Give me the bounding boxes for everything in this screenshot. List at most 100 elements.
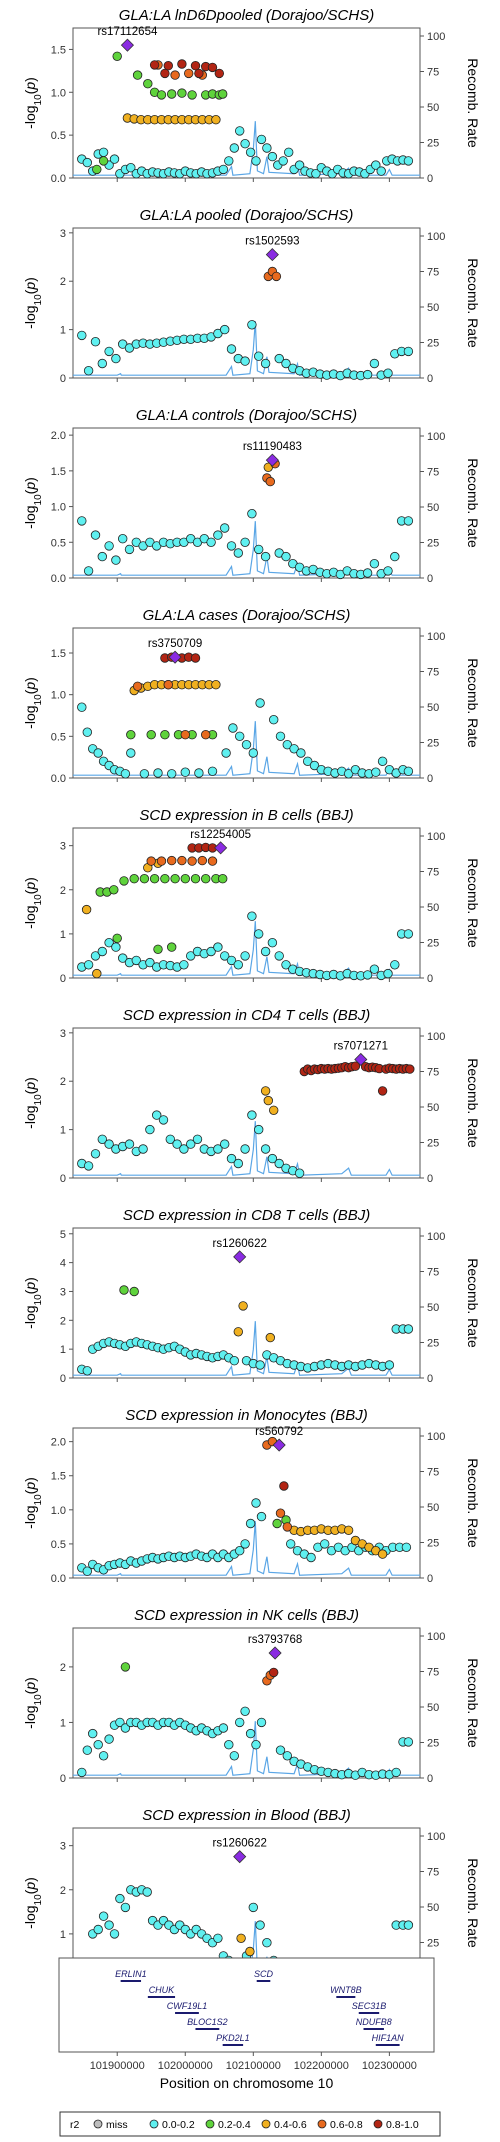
snp-point	[90, 951, 101, 961]
snp-point	[245, 1946, 255, 1957]
y2-axis-label: Recomb. Rate	[465, 258, 481, 348]
lead-snp-diamond	[265, 248, 279, 262]
y2-tick-label: 25	[427, 538, 439, 550]
y-tick-label: 2	[60, 885, 66, 897]
snp-point	[115, 1717, 125, 1728]
y2-axis-label: Recomb. Rate	[465, 1658, 481, 1748]
snp-point	[281, 358, 291, 369]
snp-point	[284, 147, 294, 158]
snp-point	[185, 1139, 196, 1149]
snp-point	[214, 68, 225, 79]
snp-point	[197, 855, 208, 866]
snp-point	[282, 1522, 293, 1532]
snp-point	[183, 68, 194, 79]
y-tick-label: 2	[60, 1885, 66, 1897]
snp-point	[143, 78, 153, 89]
y-tick-label: 0.0	[51, 773, 66, 785]
snp-point	[350, 1061, 361, 1071]
y-axis-label-tail: (	[22, 1089, 38, 1094]
legend-swatch	[93, 2119, 103, 2129]
lead-snp-label: rs1502593	[245, 236, 299, 248]
snp-point	[90, 337, 101, 347]
snp-point	[190, 874, 201, 884]
y-axis-label-subscript: 10	[33, 1894, 44, 1906]
lead-snp-diamond	[214, 841, 228, 855]
snp-point	[245, 1728, 256, 1739]
y2-tick-label: 75	[427, 867, 439, 879]
snp-point	[104, 938, 114, 948]
y2-tick-label: 50	[427, 1302, 439, 1314]
snp-point	[383, 968, 393, 979]
snp-point	[145, 1124, 155, 1135]
snp-point	[251, 1498, 261, 1508]
recomb-rate-line	[73, 1121, 420, 1176]
panel-title: GLA:LA controls (Dorajoo/SCHS)	[136, 407, 357, 424]
lead-snp-label: rs1260622	[213, 1838, 267, 1850]
y-tick-label: 3	[60, 841, 66, 853]
snp-point	[282, 1751, 293, 1761]
y-axis-label-subscript: 10	[33, 494, 44, 506]
panel-title: SCD expression in B cells (BBJ)	[139, 807, 353, 824]
y2-tick-label: 25	[427, 938, 439, 950]
y-tick-label: 1.5	[51, 466, 66, 478]
gene-track-frame	[58, 1957, 435, 2053]
snp-point	[265, 476, 276, 487]
snp-point	[153, 944, 163, 955]
y2-tick-label: 75	[427, 67, 439, 79]
snp-point	[260, 1144, 271, 1154]
y2-tick-label: 0	[427, 573, 433, 585]
snp-point	[260, 946, 271, 957]
y2-axis-label: Recomb. Rate	[465, 1858, 481, 1948]
y-axis-label-p: p	[22, 1282, 38, 1291]
y-axis-label: -log10(p)	[22, 1277, 44, 1329]
snp-point	[219, 1139, 230, 1149]
snp-point	[219, 951, 230, 961]
y-axis-label-p: p	[22, 1682, 38, 1691]
y2-tick-label: 50	[427, 302, 439, 314]
lead-snp-label: rs3793768	[248, 1634, 302, 1646]
snp-point	[132, 681, 143, 692]
y-axis-label-close: )	[22, 1077, 38, 1082]
snp-point	[77, 1767, 87, 1778]
panel-title: SCD expression in NK cells (BBJ)	[134, 1607, 359, 1624]
snp-point	[255, 698, 265, 708]
gene-label: CHUK	[149, 1985, 175, 1995]
y-tick-label: 0.0	[51, 1573, 66, 1585]
snp-point	[282, 740, 293, 750]
snp-point	[126, 748, 136, 758]
y2-tick-label: 100	[427, 31, 445, 43]
snp-point	[111, 942, 121, 952]
gene-label: SCD	[254, 1969, 274, 1979]
y-tick-label: 1	[60, 1344, 66, 1356]
y2-tick-label: 100	[427, 231, 445, 243]
snp-point	[207, 856, 218, 866]
x-tick-label: 102000000	[158, 2060, 213, 2072]
snp-point	[245, 1518, 256, 1529]
snp-point	[369, 559, 380, 569]
snp-point	[213, 530, 223, 540]
legend-label: 0.4-0.6	[274, 2119, 307, 2131]
snp-point	[200, 874, 211, 884]
snp-point	[120, 1902, 131, 1913]
snp-point	[311, 168, 321, 179]
y-axis-label-p: p	[22, 1082, 38, 1091]
snp-point	[248, 748, 259, 758]
snp-point	[177, 88, 187, 98]
snp-point	[217, 874, 228, 884]
snp-point	[377, 1549, 388, 1559]
snp-point	[247, 1110, 257, 1120]
y2-tick-label: 0	[427, 1173, 433, 1185]
snp-point	[240, 1539, 250, 1549]
y-tick-label: 0.5	[51, 130, 66, 142]
snp-point	[139, 874, 150, 884]
y-tick-label: 0	[60, 1773, 66, 1785]
y-axis-label-close: )	[22, 1877, 38, 1882]
snp-point	[219, 324, 230, 335]
lead-snp-diamond	[268, 1646, 282, 1660]
y2-tick-label: 25	[427, 138, 439, 150]
snp-point	[93, 1739, 103, 1750]
y-tick-label: 3	[60, 1841, 66, 1853]
y-tick-label: 1.0	[51, 502, 66, 514]
snp-point	[83, 566, 94, 576]
y2-tick-label: 25	[427, 1338, 439, 1350]
